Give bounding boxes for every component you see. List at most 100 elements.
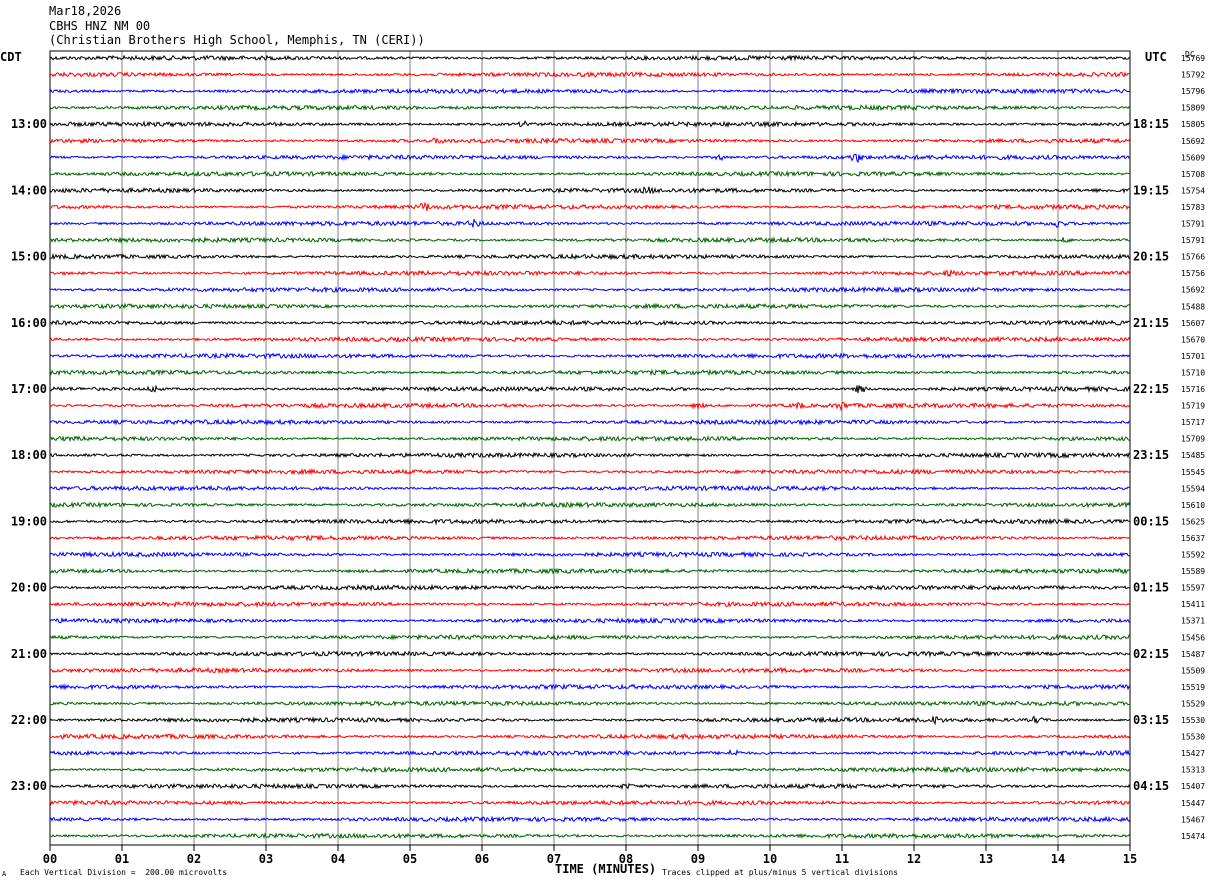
x-tick-label-03: 03 (259, 852, 273, 866)
clip-note: Traces clipped at plus/minus 5 vertical … (662, 868, 899, 877)
trace-16 (49, 319, 1131, 327)
dc-value-1: 15792 (1181, 71, 1205, 80)
trace-38 (49, 683, 1131, 691)
right-hour-label-9: 03:15 (1133, 713, 1169, 727)
dc-value-15: 15488 (1181, 302, 1205, 311)
dc-value-22: 15717 (1181, 418, 1205, 427)
x-tick-label-10: 10 (763, 852, 777, 866)
trace-10 (49, 219, 1131, 228)
left-hour-label-5: 18:00 (11, 448, 47, 462)
dc-value-10: 15791 (1181, 220, 1205, 229)
trace-13 (49, 269, 1131, 278)
header-date: Mar18,2026 (49, 4, 122, 18)
left-hour-label-6: 19:00 (11, 514, 47, 528)
left-hour-label-4: 17:00 (11, 382, 47, 396)
trace-43 (49, 765, 1131, 774)
x-axis-label: TIME (MINUTES) (555, 862, 657, 876)
dc-value-0: 15769 (1181, 54, 1205, 63)
header-location: (Christian Brothers High School, Memphis… (49, 33, 425, 47)
trace-6 (49, 153, 1131, 164)
x-tick-label-01: 01 (115, 852, 129, 866)
dc-value-24: 15485 (1181, 451, 1205, 460)
trace-39 (49, 699, 1131, 707)
trace-8 (49, 186, 1130, 195)
left-hour-label-10: 23:00 (11, 779, 47, 793)
x-tick-label-08: 08 (619, 852, 633, 866)
trace-27 (49, 501, 1131, 509)
dc-value-44: 15407 (1181, 782, 1205, 791)
left-hour-label-9: 22:00 (11, 713, 47, 727)
dc-value-36: 15487 (1181, 650, 1205, 659)
dc-value-13: 15756 (1181, 269, 1205, 278)
trace-22 (49, 418, 1131, 427)
right-hour-label-8: 02:15 (1133, 647, 1169, 661)
trace-36 (49, 650, 1131, 658)
trace-19 (49, 368, 1131, 377)
right-hour-label-7: 01:15 (1133, 581, 1169, 595)
dc-value-45: 15447 (1181, 799, 1205, 808)
trace-7 (49, 169, 1131, 178)
dc-value-35: 15456 (1181, 633, 1205, 642)
scale-note: Each Vertical Division = 200.00 microvol… (20, 868, 228, 877)
dc-value-42: 15427 (1181, 749, 1205, 758)
header-station: CBHS HNZ NM 00 (49, 18, 151, 33)
trace-47 (49, 832, 1131, 840)
dc-value-18: 15701 (1181, 352, 1205, 361)
x-tick-label-00: 00 (43, 852, 57, 866)
plot-frame (49, 50, 1131, 846)
dc-value-11: 15791 (1181, 236, 1205, 245)
dc-value-41: 15530 (1181, 733, 1205, 742)
x-tick-label-09: 09 (691, 852, 705, 866)
right-hour-label-1: 19:15 (1133, 183, 1169, 197)
left-hour-label-0: 13:00 (11, 117, 47, 131)
dc-value-32: 15597 (1181, 584, 1205, 593)
trace-23 (49, 435, 1131, 443)
left-hour-label-7: 20:00 (11, 581, 47, 595)
trace-9 (49, 201, 1131, 212)
dc-value-23: 15709 (1181, 435, 1205, 444)
trace-45 (49, 799, 1131, 807)
dc-value-46: 15467 (1181, 815, 1205, 824)
left-hour-label-1: 14:00 (11, 183, 47, 197)
x-tick-label-07: 07 (547, 852, 561, 866)
trace-34 (49, 616, 1131, 625)
dc-value-3: 15809 (1181, 104, 1205, 113)
dc-value-47: 15474 (1181, 832, 1205, 841)
x-tick-label-04: 04 (331, 852, 345, 866)
dc-value-25: 15545 (1181, 468, 1205, 477)
dc-value-34: 15371 (1181, 617, 1205, 626)
trace-0 (49, 54, 1131, 62)
trace-21 (49, 401, 1131, 412)
left-hour-label-8: 21:00 (11, 647, 47, 661)
dc-value-40: 15530 (1181, 716, 1205, 725)
dc-value-16: 15607 (1181, 319, 1205, 328)
dc-value-9: 15783 (1181, 203, 1205, 212)
trace-26 (49, 484, 1131, 492)
left-hour-label-2: 15:00 (11, 250, 47, 264)
dc-value-4: 15805 (1181, 120, 1205, 129)
trace-15 (49, 302, 1131, 310)
trace-11 (49, 236, 1131, 245)
dc-value-28: 15625 (1181, 517, 1205, 526)
trace-5 (49, 137, 1131, 145)
trace-2 (49, 87, 1131, 95)
dc-value-5: 15692 (1181, 137, 1205, 146)
left-timezone-label: CDT (0, 50, 22, 64)
trace-24 (49, 451, 1131, 460)
dc-value-31: 15589 (1181, 567, 1205, 576)
trace-46 (49, 815, 1131, 824)
right-hour-label-5: 23:15 (1133, 448, 1169, 462)
dc-value-30: 15592 (1181, 551, 1205, 560)
right-hour-label-3: 21:15 (1133, 316, 1169, 330)
dc-value-14: 15692 (1181, 286, 1205, 295)
x-tick-label-06: 06 (475, 852, 489, 866)
right-hour-label-6: 00:15 (1133, 514, 1169, 528)
dc-value-12: 15766 (1181, 253, 1205, 262)
trace-29 (49, 534, 1131, 542)
dc-value-17: 15670 (1181, 335, 1205, 344)
trace-3 (49, 103, 1131, 112)
dc-value-7: 15708 (1181, 170, 1205, 179)
dc-value-37: 15509 (1181, 666, 1205, 675)
dc-value-21: 15719 (1181, 402, 1205, 411)
